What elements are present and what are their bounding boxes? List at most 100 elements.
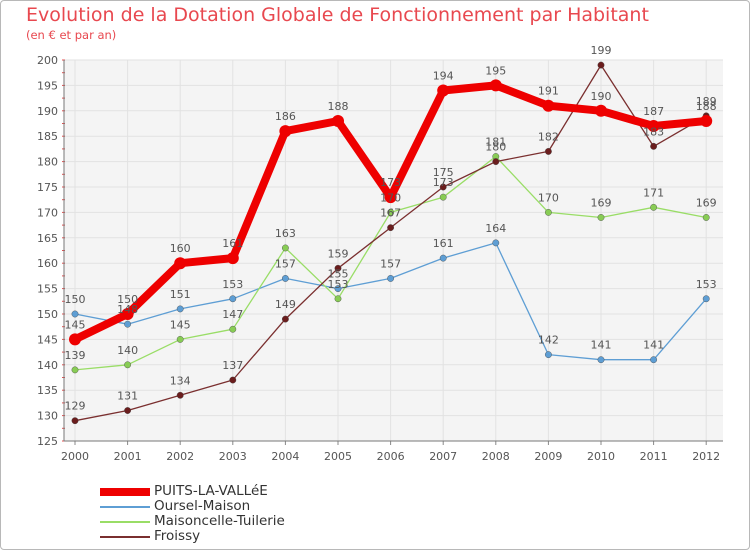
y-tick-label: 170 [37,206,58,219]
legend-swatch [100,506,150,508]
data-point [647,120,660,133]
data-point [702,214,710,221]
data-label: 175 [433,166,454,179]
data-label: 153 [222,278,243,291]
data-label: 140 [117,344,138,357]
data-label: 153 [328,278,349,291]
data-point [492,239,500,247]
data-label: 149 [275,298,296,311]
y-tick-label: 155 [37,283,58,296]
data-point [226,252,239,265]
legend-swatch [100,521,150,523]
data-point [439,193,447,201]
data-point [334,295,342,303]
data-label: 157 [275,257,296,270]
legend-swatch [100,488,150,496]
x-tick-label: 2012 [692,450,720,463]
data-point [597,356,605,364]
data-point [176,391,184,399]
y-tick-label: 160 [37,257,58,270]
data-point [281,275,289,282]
data-point [334,264,342,272]
data-label: 163 [275,227,296,240]
x-tick-label: 2000 [61,450,89,463]
data-point [439,183,447,191]
data-point [387,208,394,216]
chart-subtitle: (en € et par an) [26,28,117,42]
plot-area [64,60,723,441]
data-label: 134 [170,374,191,387]
data-point [437,84,450,97]
data-label: 173 [433,176,454,189]
data-point [279,125,292,138]
data-point [71,310,79,318]
data-label: 191 [538,85,559,98]
data-point [700,114,713,127]
data-point [545,148,552,155]
data-point [597,61,605,69]
data-label: 148 [117,303,138,316]
data-point [121,308,134,320]
data-label: 187 [643,105,664,118]
data-label: 199 [591,44,612,57]
data-point [650,203,657,211]
data-label: 155 [328,268,349,281]
y-tick-label: 135 [37,384,58,397]
data-point [650,356,657,364]
data-label: 131 [117,390,138,403]
data-label: 141 [591,339,612,352]
data-point [489,79,502,92]
data-label: 188 [328,100,349,113]
data-label: 194 [433,69,454,82]
y-tick-label: 190 [37,105,58,118]
data-label: 182 [538,130,559,143]
data-point [174,257,187,270]
x-tick-label: 2003 [219,450,247,463]
data-label: 129 [65,400,86,413]
x-tick-label: 2011 [640,450,668,463]
y-tick-label: 165 [37,232,58,245]
data-point [597,214,605,221]
y-tick-label: 145 [37,333,58,346]
data-point [124,407,132,414]
data-label: 160 [170,242,191,255]
y-tick-label: 140 [37,359,58,372]
data-label: 164 [485,222,506,235]
data-label: 159 [328,247,349,260]
data-label: 188 [696,100,717,113]
data-point [229,376,237,384]
data-point [176,305,184,313]
data-point [281,244,289,252]
data-point [124,320,132,328]
data-label: 157 [380,257,401,270]
data-point [334,285,342,292]
data-label: 142 [538,334,559,347]
data-label: 161 [222,237,243,250]
data-label: 180 [485,141,506,154]
legend-label: PUITS-LA-VALLéE [154,483,268,499]
data-point [332,114,344,127]
data-point [229,325,237,333]
y-tick-label: 150 [37,308,58,321]
data-label: 169 [696,196,717,209]
data-label: 186 [275,110,296,123]
x-tick-label: 2007 [429,450,457,463]
data-point [439,254,447,262]
x-tick-label: 2008 [482,450,510,463]
data-label: 147 [222,308,243,321]
data-label: 145 [65,318,86,331]
legend-label: Maisoncelle-Tuilerie [154,513,285,529]
data-point [71,417,79,425]
x-tick-label: 2010 [587,450,615,463]
y-tick-label: 180 [37,156,58,169]
data-point [650,142,657,150]
y-tick-label: 125 [37,435,58,448]
data-label: 151 [170,288,191,301]
data-point [281,315,289,323]
data-point [545,351,552,359]
legend-label: Oursel-Maison [154,498,251,514]
data-point [229,295,237,303]
data-label: 150 [65,293,86,306]
data-label: 169 [591,196,612,209]
